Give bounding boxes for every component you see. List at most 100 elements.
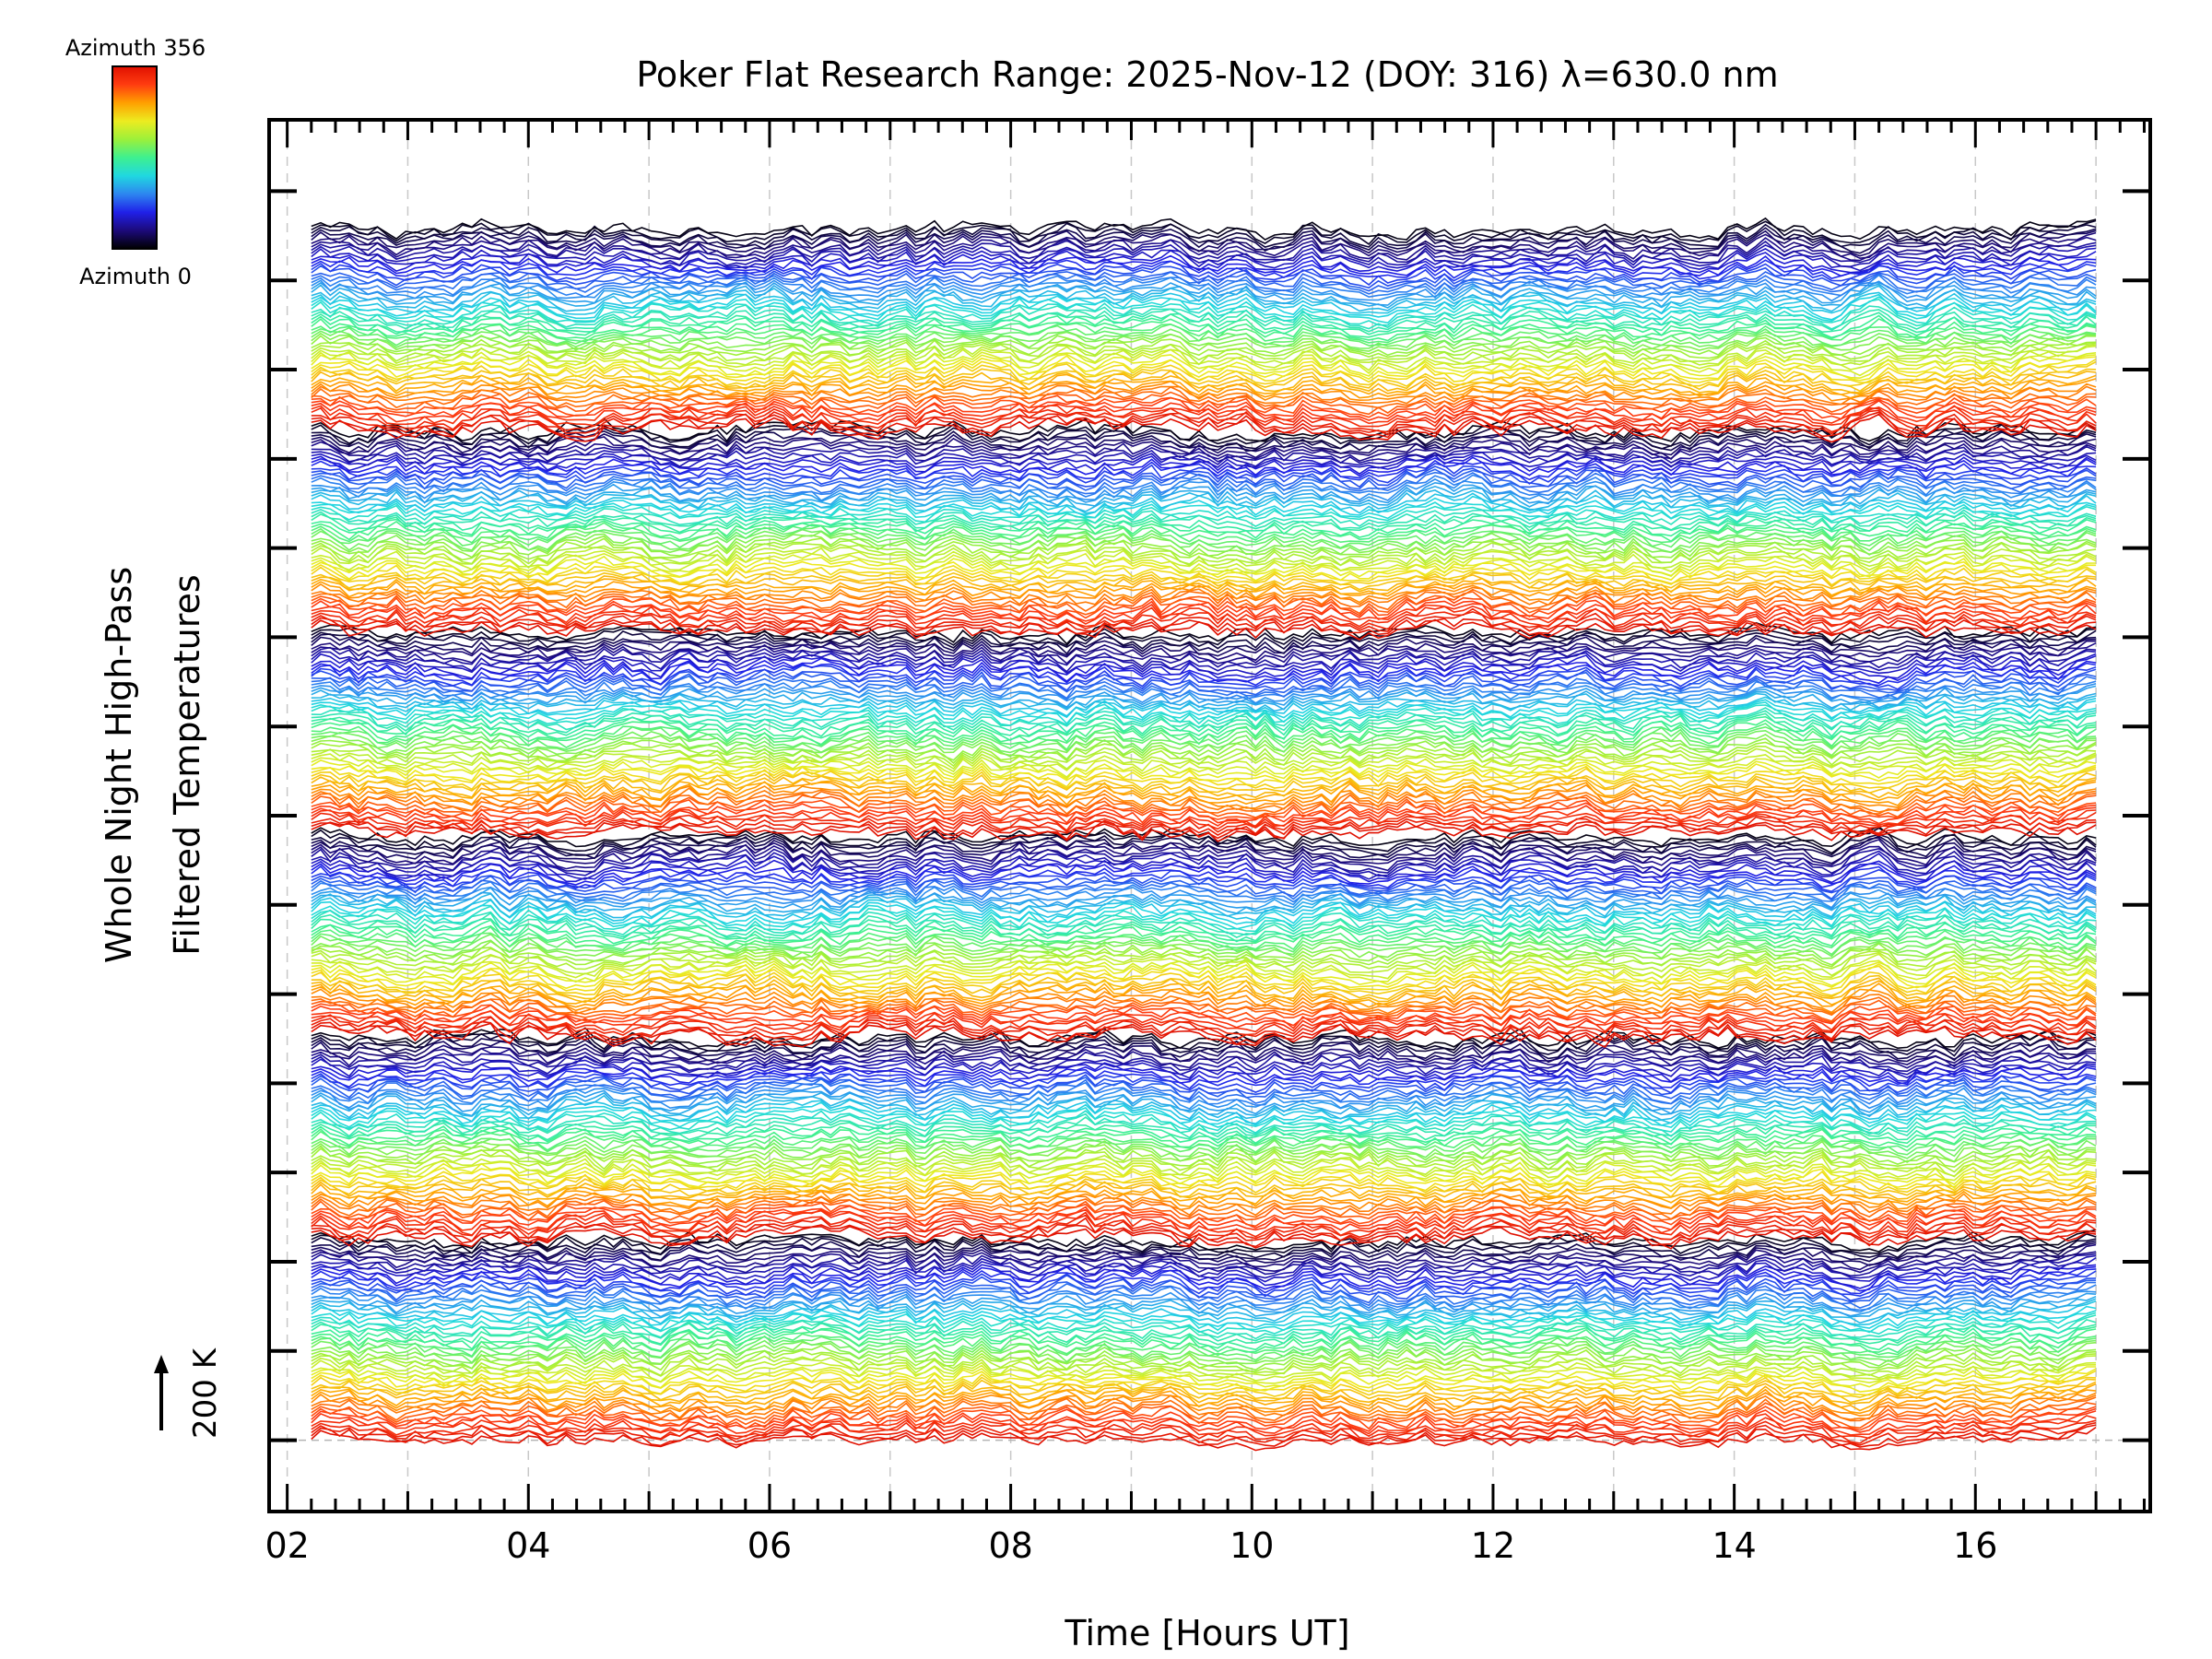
series-line [311,947,2097,971]
x-tick-label: 16 [1953,1525,1997,1566]
series-line [311,359,2097,383]
series-line [311,668,2097,692]
series-line [311,798,2097,820]
series-line [311,1020,2097,1045]
series-line [311,951,2097,977]
series-line [311,1091,2097,1118]
series-line [311,577,2097,596]
series-line [311,905,2097,933]
series-line [311,680,2097,700]
colorbar: Azimuth 356 Azimuth 0 [65,35,206,289]
series-line [311,1345,2097,1371]
series-line [311,1364,2097,1384]
series-line [311,973,2097,1001]
series-line [311,868,2097,893]
series-line [311,887,2097,911]
series-line [311,337,2097,360]
series-line [311,875,2097,900]
series-line [311,1062,2097,1083]
series-line [311,971,2097,996]
series-line [311,689,2097,711]
series-line [311,925,2097,951]
series-line [311,1240,2097,1263]
series-line [311,811,2097,833]
series-line [311,835,2097,860]
series-line [311,756,2097,779]
series-line [311,1232,2097,1255]
series-line [311,1125,2097,1146]
series-line [311,787,2097,813]
series-line [311,449,2097,468]
colorbar-gradient [112,65,158,250]
series-line [311,865,2097,889]
series-line [311,413,2097,443]
series-line [311,1410,2097,1436]
series-line [311,1159,2097,1182]
series-line [311,1407,2097,1433]
series-line [311,1274,2097,1302]
series-line [311,988,2097,1014]
series-line [311,1054,2097,1076]
series-line [311,222,2097,248]
series-line [311,324,2097,347]
series-line [311,1251,2097,1274]
series-line [311,1382,2097,1412]
series-line [311,725,2097,751]
series-line [311,1182,2097,1206]
series-line [311,368,2097,393]
series-line [311,853,2097,880]
series-line [311,1010,2097,1034]
series-line [311,1016,2097,1041]
series-line [311,1424,2097,1448]
series-line [311,850,2097,877]
series-line [311,463,2097,485]
series-line [311,555,2097,578]
series-line [311,385,2097,409]
series-line [311,281,2097,306]
series-line [311,891,2097,914]
series-line [311,573,2097,594]
series-line [311,1335,2097,1361]
series-line [311,805,2097,828]
series-line [311,1214,2097,1241]
series-line [311,481,2097,505]
series-line [311,1032,2097,1057]
series-line [311,436,2097,461]
series-line [311,1180,2097,1200]
series-line [311,477,2097,501]
series-line [311,348,2097,377]
series-line [311,394,2097,418]
series-line [311,492,2097,514]
series-line [311,1195,2097,1220]
series-line [311,627,2097,647]
series-line [311,1270,2097,1298]
series-line [311,429,2097,453]
series-line [311,581,2097,599]
series-line [311,904,2097,930]
series-line [311,839,2097,866]
series-line [311,827,2097,854]
series-line [311,912,2097,938]
series-line [311,485,2097,508]
series-line [311,236,2097,262]
series-line [311,1298,2097,1324]
series-line [311,283,2097,309]
series-line [311,918,2097,943]
series-line [311,832,2097,856]
series-line [311,399,2097,425]
series-line [311,518,2097,539]
series-line [311,947,2097,968]
series-line [311,737,2097,761]
series-line [311,1194,2097,1217]
series-line [311,1044,2097,1065]
series-line [311,1339,2097,1364]
series-line [311,454,2097,476]
series-line [311,409,2097,436]
series-line [311,520,2097,543]
series-line [311,699,2097,719]
series-line [311,1140,2097,1163]
series-line [311,1106,2097,1130]
series-line [311,373,2097,397]
series-line [311,522,2097,544]
series-line [311,353,2097,380]
